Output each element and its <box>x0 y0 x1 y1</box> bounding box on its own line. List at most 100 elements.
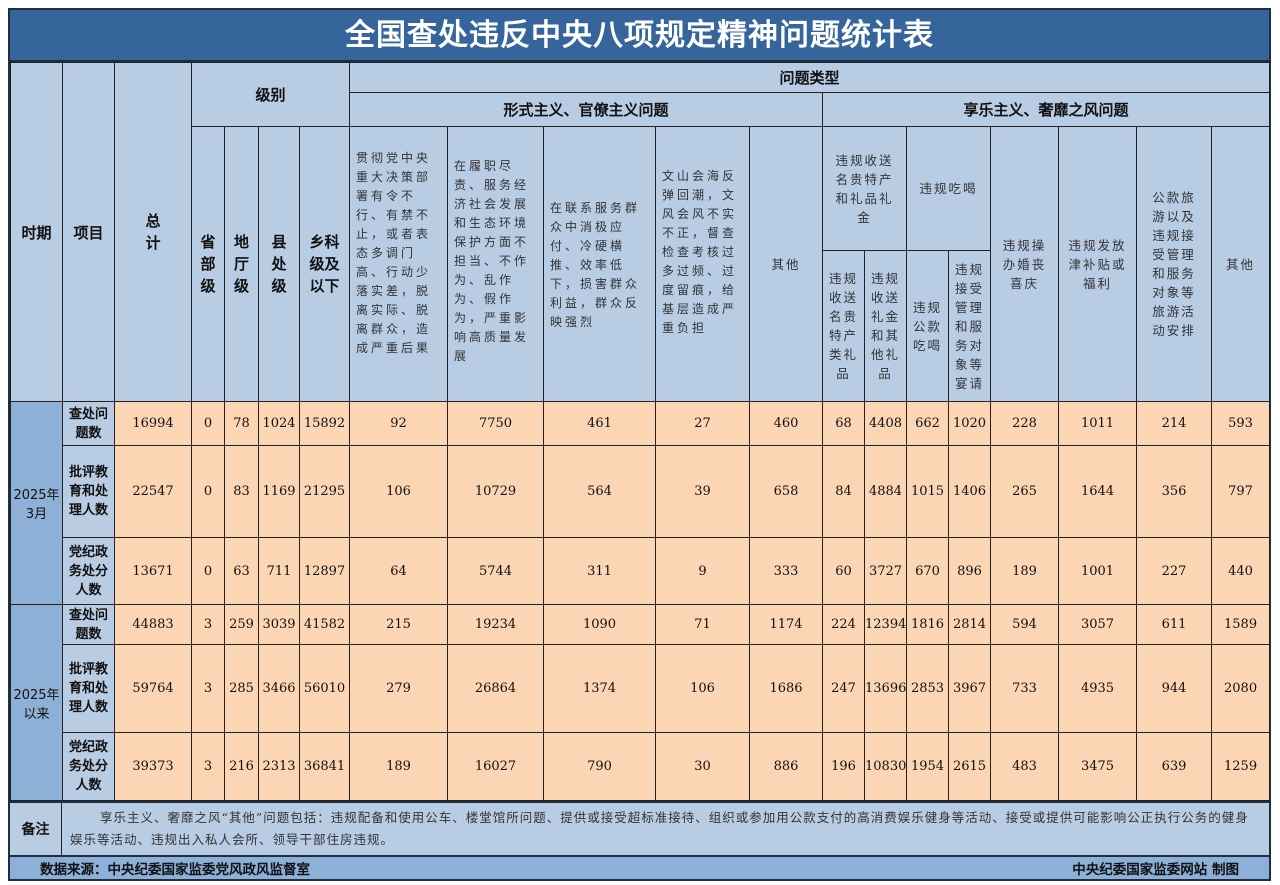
data-cell: 593 <box>1211 401 1271 446</box>
data-cell: 27 <box>655 401 751 446</box>
data-cell: 0 <box>191 401 225 446</box>
data-cell: 10729 <box>447 445 545 538</box>
item-cell: 批评教育和处理人数 <box>62 445 115 538</box>
header-allowances: 违规发放津补贴或福利 <box>1058 126 1138 402</box>
data-cell: 71 <box>655 604 751 645</box>
data-cell: 3057 <box>1058 604 1138 645</box>
data-cell: 215 <box>349 604 449 645</box>
data-cell: 92 <box>349 401 449 446</box>
data-cell: 1011 <box>1058 401 1138 446</box>
data-cell: 106 <box>349 445 449 538</box>
data-cell: 3466 <box>258 644 300 733</box>
data-cell: 356 <box>1136 445 1213 538</box>
data-cell: 733 <box>990 644 1060 733</box>
data-cell: 60 <box>822 537 866 605</box>
data-cell: 3039 <box>258 604 300 645</box>
data-cell: 0 <box>191 445 225 538</box>
credit: 中央纪委国家监委网站 制图 <box>1072 862 1239 878</box>
data-cell: 1090 <box>543 604 657 645</box>
data-cell: 39373 <box>114 732 192 801</box>
note-section: 备注 享乐主义、奢靡之风“其他”问题包括：违规配备和使用公车、楼堂馆所问题、提供… <box>10 801 1269 855</box>
data-cell: 611 <box>1136 604 1213 645</box>
data-cell: 1589 <box>1211 604 1271 645</box>
data-cell: 36841 <box>298 732 351 801</box>
data-cell: 461 <box>543 401 657 446</box>
note-text: 享乐主义、奢靡之风“其他”问题包括：违规配备和使用公车、楼堂馆所问题、提供或接受… <box>70 810 1249 847</box>
data-cell: 639 <box>1136 732 1213 801</box>
header-level: 级别 <box>190 62 351 127</box>
data-cell: 15892 <box>298 401 351 446</box>
data-cell: 224 <box>822 604 866 645</box>
data-cell: 1816 <box>906 604 950 645</box>
data-cell: 4935 <box>1058 644 1138 733</box>
header-total: 总计 <box>114 62 192 402</box>
table-body: 2025年3月 查处问题数 16994 0 78 1024 15892 92 7750 461 27… <box>10 401 1271 801</box>
data-cell: 1169 <box>258 445 300 538</box>
data-cell: 662 <box>906 401 950 446</box>
data-cell: 21295 <box>298 445 351 538</box>
header-hedonism-other: 其他 <box>1211 126 1271 402</box>
data-cell: 78 <box>224 401 259 446</box>
data-cell: 189 <box>349 732 449 801</box>
data-cell: 22547 <box>114 445 192 538</box>
data-cell: 2814 <box>948 604 992 645</box>
data-cell: 797 <box>1211 445 1271 538</box>
header-dining-banquet: 违规接受管理和服务对象等宴请 <box>948 250 992 402</box>
data-cell: 790 <box>543 732 657 801</box>
data-cell: 196 <box>822 732 866 801</box>
data-cell: 189 <box>990 537 1060 605</box>
data-cell: 285 <box>224 644 259 733</box>
data-cell: 5744 <box>447 537 545 605</box>
data-cell: 483 <box>990 732 1060 801</box>
item-cell: 党纪政务处分人数 <box>62 732 115 801</box>
data-cell: 3967 <box>948 644 992 733</box>
data-cell: 4408 <box>864 401 908 446</box>
data-cell: 68 <box>822 401 866 446</box>
data-cell: 944 <box>1136 644 1213 733</box>
header-formalism-2: 在履职尽责、服务经济社会发展和生态环境保护方面不担当、不作为、乱作为、假作为，严… <box>447 126 545 402</box>
data-cell: 63 <box>224 537 259 605</box>
data-cell: 3 <box>191 644 225 733</box>
header-travel: 公款旅游以及违规接受管理和服务对象等旅游活动安排 <box>1136 126 1213 402</box>
header-formalism: 形式主义、官僚主义问题 <box>349 92 824 127</box>
header-formalism-4: 文山会海反弹回潮，文风会风不实不正，督查检查考核过多过频、过度留痕，给基层造成严… <box>655 126 751 402</box>
item-cell: 查处问题数 <box>62 604 115 645</box>
header-level-prefecture: 地厅级 <box>224 126 259 402</box>
table-row: 2025年以来 查处问题数 44883 3 259 3039 41582 215 19234 10… <box>10 604 1271 801</box>
data-cell: 670 <box>906 537 950 605</box>
data-cell: 39 <box>655 445 751 538</box>
data-cell: 311 <box>543 537 657 605</box>
data-cell: 16994 <box>114 401 192 446</box>
data-cell: 896 <box>948 537 992 605</box>
data-cell: 44883 <box>114 604 192 645</box>
data-cell: 3 <box>191 732 225 801</box>
table-row: 党纪政务处分人数 39373 3 216 2313 36841 189 16027 790 30 8… <box>11 732 1271 801</box>
footer: 数据来源：中央纪委国家监委党风政风监督室 中央纪委国家监委网站 制图 <box>10 855 1269 879</box>
data-cell: 9 <box>655 537 751 605</box>
data-cell: 10830 <box>864 732 908 801</box>
data-cell: 886 <box>749 732 824 801</box>
header-dining: 违规吃喝 <box>906 126 992 251</box>
data-cell: 3727 <box>864 537 908 605</box>
data-cell: 1001 <box>1058 537 1138 605</box>
header-gifts: 违规收送名贵特产和礼品礼金 <box>822 126 908 251</box>
data-cell: 59764 <box>114 644 192 733</box>
header-level-province: 省部级 <box>191 126 225 402</box>
item-cell: 查处问题数 <box>62 401 115 446</box>
header-level-township: 乡科级及以下 <box>298 126 351 402</box>
data-cell: 2313 <box>258 732 300 801</box>
header-gifts-specialty: 违规收送名贵特产类礼品 <box>822 250 866 402</box>
data-cell: 106 <box>655 644 751 733</box>
data-cell: 30 <box>655 732 751 801</box>
data-cell: 26864 <box>447 644 545 733</box>
data-cell: 4884 <box>864 445 908 538</box>
data-cell: 333 <box>749 537 824 605</box>
data-cell: 13696 <box>864 644 908 733</box>
stats-table: 时期 项目 总计 级别 问题类型 形式主义、官僚主义问题 享乐主义、奢靡之风问题… <box>10 62 1271 801</box>
data-cell: 16027 <box>447 732 545 801</box>
data-cell: 564 <box>543 445 657 538</box>
header-dining-public: 违规公款吃喝 <box>906 250 950 402</box>
data-cell: 1954 <box>906 732 950 801</box>
header-gifts-cash: 违规收送礼金和其他礼品 <box>864 250 908 402</box>
data-cell: 0 <box>191 537 225 605</box>
